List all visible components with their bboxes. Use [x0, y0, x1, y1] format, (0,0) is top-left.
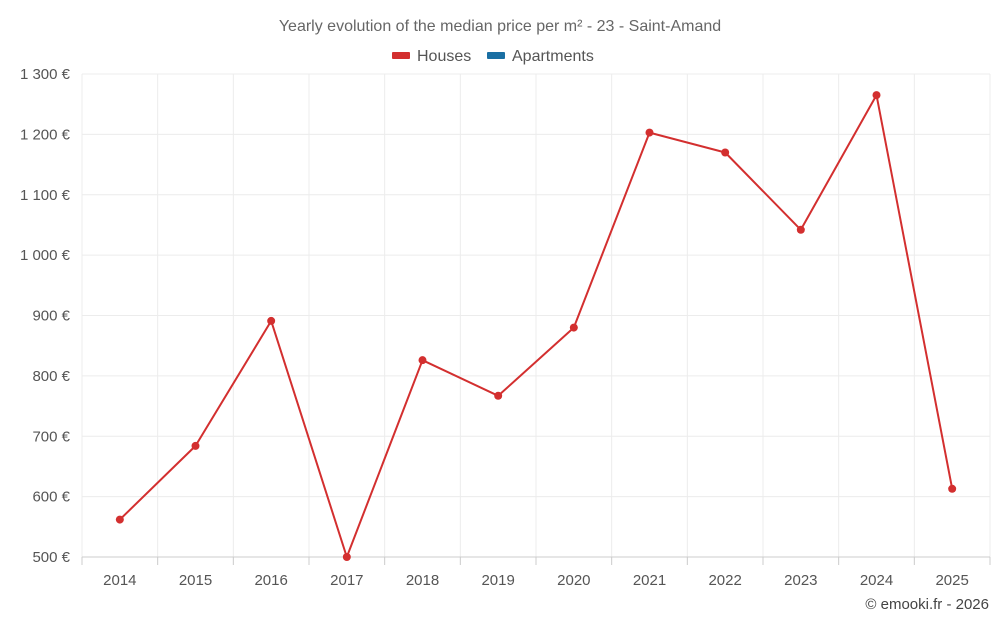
chart-title: Yearly evolution of the median price per… [279, 18, 721, 35]
x-tick-label: 2014 [103, 572, 136, 589]
x-tick-label: 2022 [708, 572, 741, 589]
legend-item-apartments[interactable]: Apartments [487, 48, 594, 65]
legend-swatch-houses [392, 52, 410, 59]
x-tick-label: 2017 [330, 572, 363, 589]
y-tick-label: 1 300 € [20, 66, 71, 83]
y-tick-label: 900 € [32, 308, 70, 325]
data-point[interactable] [796, 225, 805, 234]
x-axis-ticks: 2014 2015 2016 2017 2018 2019 2020 2021 2022 2023… [103, 572, 969, 589]
data-point[interactable] [342, 553, 351, 561]
legend-label-houses: Houses [417, 48, 471, 65]
data-point[interactable] [418, 356, 427, 365]
data-point[interactable] [267, 316, 276, 325]
data-point[interactable] [569, 323, 578, 332]
series-line [119, 94, 954, 558]
credit-text: © emooki.fr - 2026 [865, 596, 989, 613]
y-tick-label: 500 € [32, 549, 70, 566]
grid [81, 73, 991, 557]
x-tick-label: 2018 [406, 572, 439, 589]
y-tick-label: 600 € [32, 489, 70, 506]
y-tick-label: 700 € [32, 428, 70, 445]
x-tick-label: 2020 [557, 572, 590, 589]
y-tick-label: 1 000 € [20, 247, 71, 264]
y-tick-label: 800 € [32, 368, 70, 385]
legend: Houses Apartments [392, 48, 594, 65]
y-axis-ticks: 500 € 600 € 700 € 800 € 900 € 1 000 € 1 100 € 1… [20, 66, 71, 566]
legend-swatch-apartments [487, 52, 505, 59]
data-point[interactable] [721, 148, 730, 157]
data-point[interactable] [948, 484, 957, 493]
x-tick-label: 2021 [633, 572, 666, 589]
x-tick-label: 2023 [784, 572, 817, 589]
y-tick-label: 1 100 € [20, 187, 71, 204]
data-point[interactable] [494, 391, 503, 400]
x-tick-label: 2024 [860, 572, 893, 589]
x-tick-label: 2025 [935, 572, 968, 589]
legend-item-houses[interactable]: Houses [392, 48, 471, 65]
axes [81, 556, 991, 565]
legend-label-apartments: Apartments [512, 48, 594, 65]
data-point[interactable] [191, 441, 200, 450]
data-point[interactable] [872, 91, 881, 100]
series-houses [115, 91, 957, 561]
data-point[interactable] [115, 515, 124, 524]
data-point[interactable] [645, 128, 654, 137]
x-tick-label: 2015 [179, 572, 212, 589]
y-tick-label: 1 200 € [20, 126, 71, 143]
x-tick-label: 2016 [254, 572, 287, 589]
x-tick-label: 2019 [481, 572, 514, 589]
